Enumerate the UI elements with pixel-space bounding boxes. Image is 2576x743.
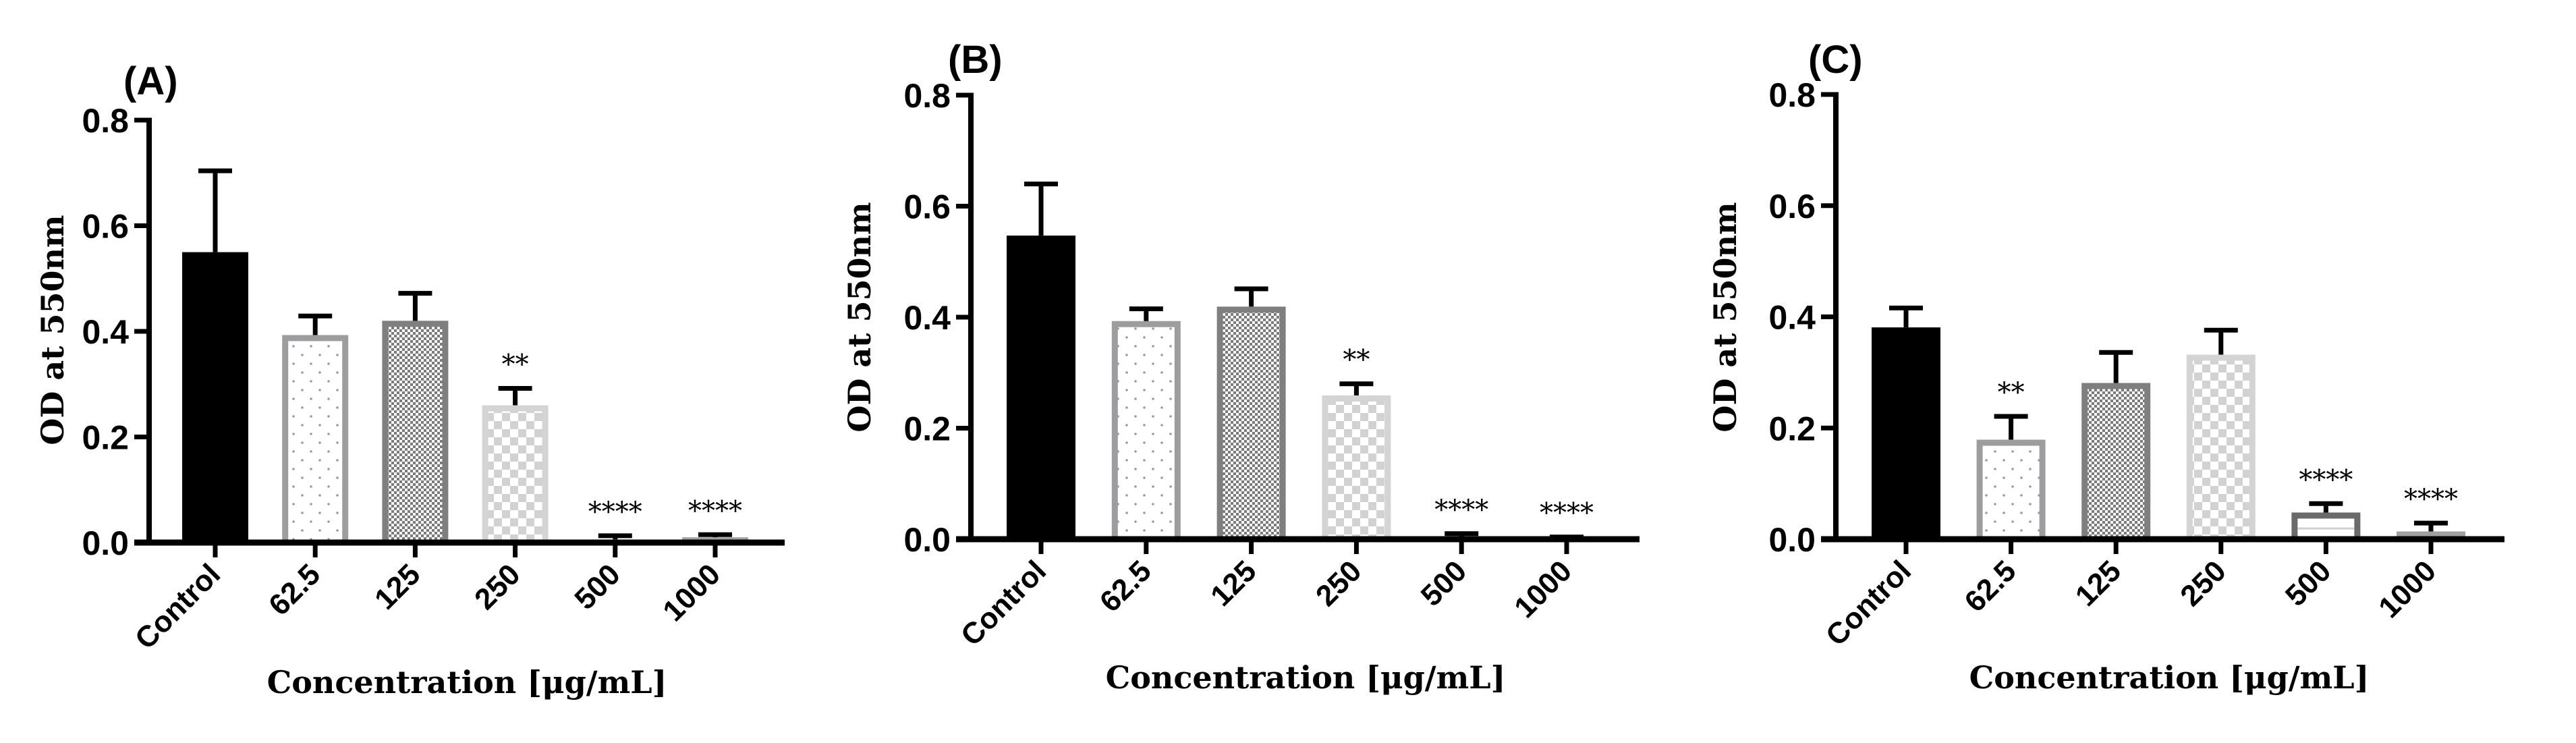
- y-tick-label: 0.4: [82, 313, 129, 351]
- x-tick-label: 500: [1415, 554, 1474, 613]
- y-axis-title: OD at 550nm: [1707, 202, 1743, 432]
- y-tick-label: 0.8: [903, 77, 951, 115]
- significance-label: **: [1998, 377, 2025, 408]
- significance-label: ****: [588, 497, 642, 528]
- bar: [1976, 439, 2046, 543]
- x-axis-title: Concentration [μg/mL]: [1106, 659, 1506, 696]
- y-tick-label: 0.6: [903, 188, 951, 226]
- x-tick-label: 250: [2174, 554, 2233, 613]
- x-tick-label: 62.5: [262, 557, 327, 622]
- x-tick-label: 250: [1310, 554, 1368, 613]
- chart-marks: Control 62.5 125 ** 250 **** 500 **** 1000 0.0 0.2…: [82, 102, 785, 656]
- x-tick-label: Control: [129, 557, 227, 655]
- bar: [182, 252, 248, 543]
- x-tick-label: 1000: [2372, 554, 2442, 624]
- bar: [2291, 512, 2361, 543]
- y-tick-label: 0.0: [1768, 521, 1816, 559]
- x-axis-title: Concentration [μg/mL]: [1969, 659, 2370, 696]
- y-tick-label: 0.4: [903, 299, 951, 337]
- bar: [1007, 236, 1075, 539]
- y-tick-label: 0.0: [82, 524, 129, 562]
- y-tick-label: 0.2: [82, 419, 129, 457]
- significance-label: **: [502, 350, 529, 381]
- y-tick-label: 0.6: [82, 208, 129, 246]
- x-tick-label: Control: [1820, 554, 1917, 652]
- chart-marks: Control ** 62.5 125 250 **** 500 **** 1000 0.0 0.2…: [1768, 76, 2504, 653]
- x-tick-label: 500: [568, 557, 627, 616]
- y-axis-title: OD at 550nm: [841, 202, 878, 432]
- x-tick-label: 125: [2069, 554, 2128, 613]
- bar: [382, 321, 449, 546]
- panel-label: (C): [1808, 38, 1863, 82]
- significance-label: ****: [2299, 464, 2353, 495]
- x-tick-label: 125: [368, 557, 427, 616]
- bar: [482, 405, 549, 546]
- significance-label: ****: [688, 495, 742, 526]
- bar: [1216, 306, 1286, 543]
- x-tick-label: 1000: [656, 557, 727, 628]
- significance-label: **: [1343, 345, 1370, 376]
- y-tick-label: 0.0: [903, 521, 951, 559]
- significance-label: ****: [1540, 498, 1594, 529]
- x-tick-label: Control: [955, 554, 1053, 652]
- bar: [1872, 327, 1940, 539]
- bar: [282, 335, 349, 546]
- panel-a: (A) OD at 550nm Concentration [μg/mL] Co…: [34, 59, 785, 700]
- x-tick-label: 125: [1204, 554, 1263, 613]
- y-tick-label: 0.2: [1768, 410, 1816, 447]
- panel-label: (B): [948, 38, 1003, 82]
- y-tick-label: 0.6: [1768, 188, 1816, 225]
- panel-b: (B) OD at 550nm Concentration [μg/mL] Co…: [841, 38, 1640, 696]
- bar: [2186, 354, 2256, 543]
- y-tick-label: 0.2: [903, 410, 951, 448]
- x-tick-label: 500: [2279, 554, 2338, 613]
- x-axis-title: Concentration [μg/mL]: [267, 664, 667, 700]
- panel-label: (A): [123, 59, 178, 103]
- x-tick-label: 250: [468, 557, 527, 616]
- bar: [1111, 321, 1181, 543]
- bar: [2397, 531, 2465, 539]
- x-tick-label: 1000: [1508, 554, 1578, 624]
- panel-c: (C) OD at 550nm Concentration [μg/mL] Co…: [1707, 38, 2504, 696]
- y-tick-label: 0.4: [1768, 299, 1816, 337]
- x-tick-label: 62.5: [1958, 554, 2022, 618]
- y-tick-label: 0.8: [82, 102, 129, 140]
- x-tick-label: 62.5: [1094, 554, 1158, 618]
- bar: [2081, 383, 2151, 543]
- y-axis-title: OD at 550nm: [34, 215, 71, 445]
- significance-label: ****: [1434, 495, 1488, 526]
- significance-label: ****: [2404, 484, 2458, 515]
- chart-marks: Control 62.5 125 ** 250 **** 500 **** 1000 0.0 0.2…: [903, 77, 1640, 653]
- bar: [1322, 395, 1391, 543]
- y-tick-label: 0.8: [1768, 76, 1816, 114]
